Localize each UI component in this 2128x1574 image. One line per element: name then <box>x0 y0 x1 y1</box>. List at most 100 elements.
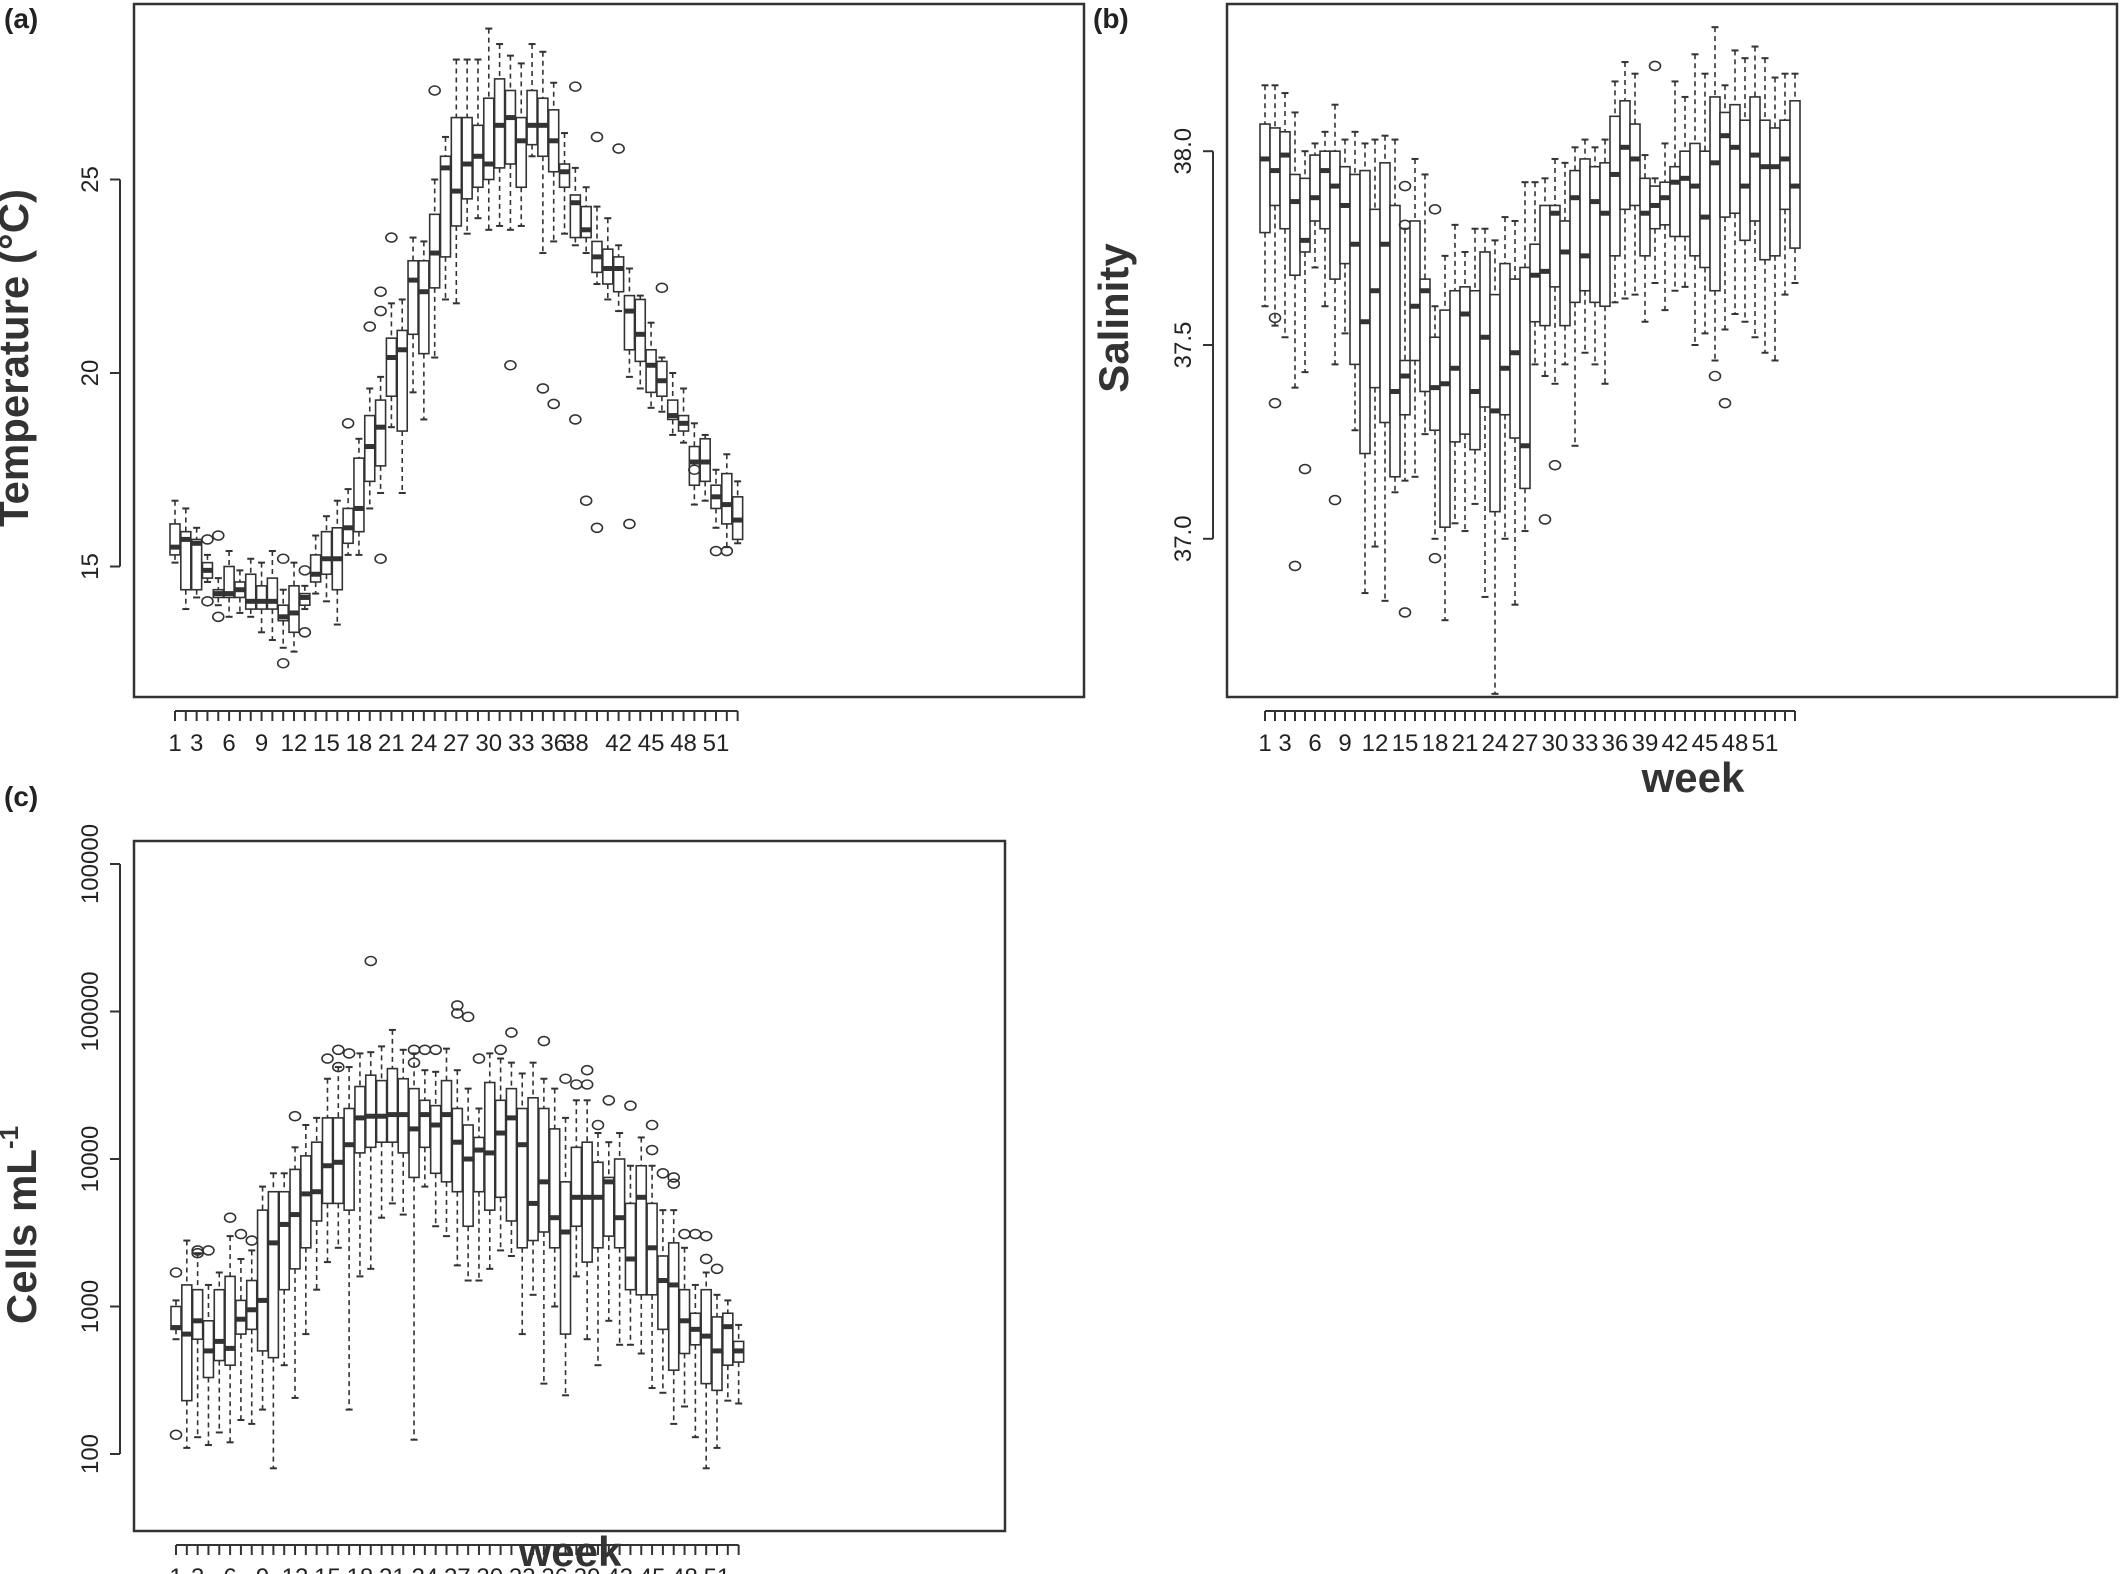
x-tick-label: 18 <box>346 730 373 757</box>
box-iqr <box>310 1141 323 1222</box>
box-iqr <box>450 116 463 227</box>
box-week-18 <box>354 1052 366 1278</box>
box-iqr <box>1749 96 1761 222</box>
box-week-4 <box>201 534 214 607</box>
outlier-point <box>536 383 550 394</box>
box-week-16 <box>331 499 344 626</box>
outlier-point <box>418 1044 432 1056</box>
box-iqr <box>548 1128 561 1249</box>
box-iqr <box>245 1279 258 1331</box>
x-tick-label: 51 <box>704 1564 731 1574</box>
box-week-27 <box>451 1000 464 1267</box>
box-iqr <box>1519 266 1531 490</box>
y-tick-label: 37.0 <box>1170 515 1197 562</box>
box-iqr <box>1629 123 1641 207</box>
x-tick-label: 48 <box>670 730 697 757</box>
box-iqr <box>592 1161 604 1249</box>
box-week-26 <box>1509 219 1521 606</box>
x-tick-label: 38 <box>562 730 589 757</box>
box-iqr <box>1489 293 1501 513</box>
outlier-point <box>429 1044 442 1056</box>
outlier-point <box>234 1228 248 1240</box>
box-week-11 <box>276 553 290 669</box>
box-iqr <box>1259 123 1271 234</box>
box-week-19 <box>363 321 377 510</box>
outlier-point <box>385 232 398 243</box>
box-week-9 <box>255 561 268 634</box>
y-tick-label: 100000 <box>77 824 104 904</box>
box-week-29 <box>472 58 484 220</box>
outlier-point <box>451 1008 464 1019</box>
box-iqr <box>558 163 571 189</box>
box-week-47 <box>667 1172 681 1425</box>
outlier-point <box>201 596 214 607</box>
box-iqr <box>1469 289 1481 451</box>
outlier-point <box>211 530 225 541</box>
box-week-51 <box>709 468 723 557</box>
box-iqr <box>1609 115 1621 257</box>
box-iqr <box>1389 204 1401 478</box>
box-week-22 <box>396 298 409 494</box>
box-iqr <box>1509 278 1521 439</box>
outlier-point <box>559 1073 572 1085</box>
box-iqr <box>191 1288 204 1341</box>
box-iqr <box>1659 181 1671 226</box>
box-week-54 <box>1789 72 1801 284</box>
box-week-23 <box>1479 227 1491 598</box>
outlier-point <box>710 1263 724 1275</box>
x-tick-label: 45 <box>1692 730 1719 757</box>
box-week-28 <box>461 1011 475 1282</box>
box-week-42 <box>1669 80 1681 292</box>
y-tick-label: 20 <box>77 360 104 387</box>
box-week-31 <box>1559 161 1571 366</box>
box-iqr <box>1639 177 1651 257</box>
outlier-point <box>1718 397 1732 409</box>
box-iqr <box>255 585 268 610</box>
box-week-24 <box>418 240 430 421</box>
x-tick-label: 33 <box>1572 730 1599 757</box>
box-iqr <box>451 1107 464 1193</box>
outlier-point <box>363 321 377 332</box>
box-iqr <box>612 256 625 293</box>
box-iqr <box>538 1107 550 1233</box>
box-iqr <box>1759 119 1771 261</box>
y-axis-title-text: Temperature (°C) <box>0 189 37 527</box>
box-week-42 <box>612 143 625 313</box>
box-week-32 <box>504 54 517 371</box>
x-tick-label: 12 <box>281 730 308 757</box>
box-week-18 <box>1428 204 1442 564</box>
box-week-21 <box>386 1028 399 1205</box>
outlier-point <box>667 1178 681 1190</box>
box-week-52 <box>720 453 734 557</box>
box-week-36 <box>548 1087 561 1308</box>
outlier-point <box>1398 180 1412 192</box>
outlier-point <box>569 414 582 425</box>
x-tick-label: 45 <box>639 1564 666 1574</box>
box-iqr <box>1769 127 1781 257</box>
box-week-39 <box>579 186 593 507</box>
box-week-43 <box>623 267 636 530</box>
box-iqr <box>288 585 300 634</box>
box-iqr <box>1369 208 1381 389</box>
outlier-point <box>331 1061 345 1073</box>
box-week-25 <box>1499 216 1511 540</box>
box-week-7 <box>1319 130 1331 308</box>
y-axis-title-text: Salinity <box>1090 243 1137 393</box>
box-iqr <box>224 1275 236 1366</box>
outlier-point <box>720 545 734 557</box>
box-iqr <box>300 1155 312 1249</box>
x-tick-label: 21 <box>379 1564 406 1574</box>
box-iqr <box>1619 100 1631 211</box>
outlier-point <box>276 657 290 669</box>
box-week-2 <box>180 507 192 611</box>
box-week-21 <box>385 232 398 429</box>
box-week-37 <box>558 132 571 235</box>
outlier-point <box>321 1053 334 1064</box>
box-week-30 <box>483 1052 496 1270</box>
box-iqr <box>1419 278 1431 393</box>
box-iqr <box>1339 165 1351 265</box>
box-iqr <box>527 1096 539 1242</box>
y-axis-title: Temperature (°C) <box>0 189 37 527</box>
x-tick-label: 48 <box>1722 730 1749 757</box>
